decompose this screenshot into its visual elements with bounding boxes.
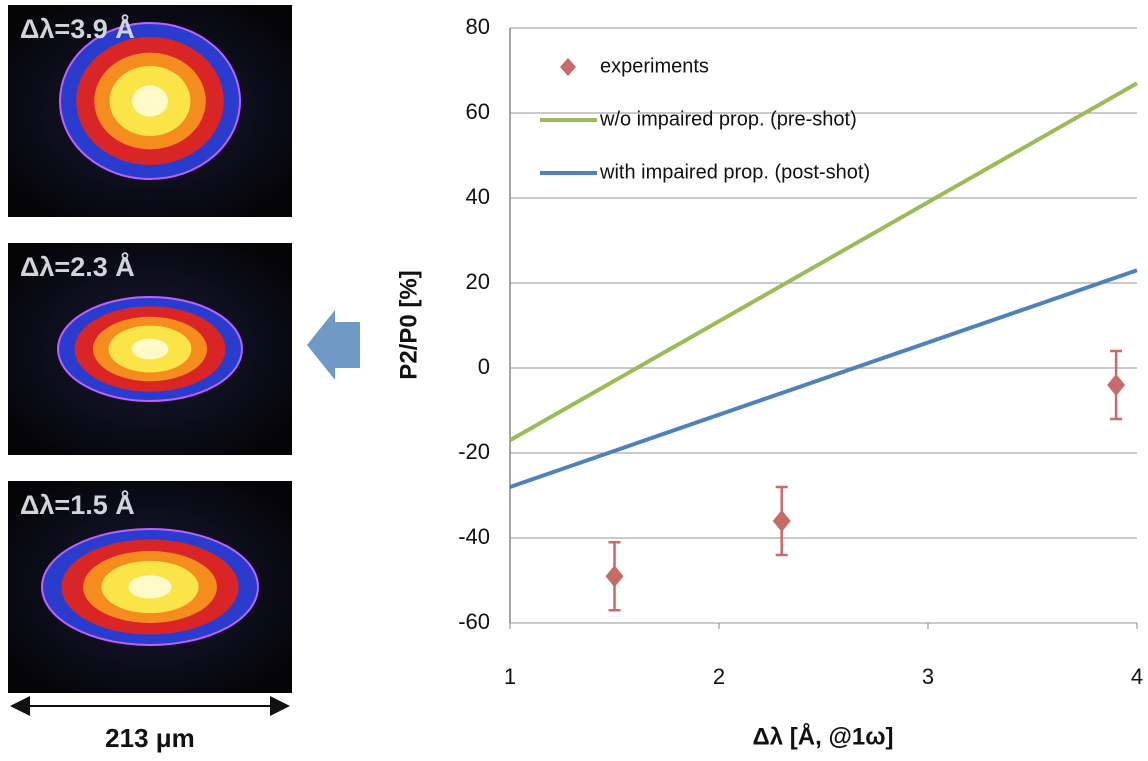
point <box>605 565 624 588</box>
spot <box>128 575 172 599</box>
x-tick-label: 3 <box>922 664 934 689</box>
y-tick-label: 80 <box>466 14 490 39</box>
panel-label: Δλ=2.3 Å <box>20 251 135 282</box>
spot <box>131 338 169 360</box>
legend-label: w/o impaired prop. (pre-shot) <box>599 108 857 130</box>
panel-label: Δλ=3.9 Å <box>20 13 135 44</box>
legend-label: with impaired prop. (post-shot) <box>599 161 870 183</box>
panel-label: Δλ=1.5 Å <box>20 489 135 520</box>
contour <box>57 296 243 402</box>
legend-marker <box>560 58 576 76</box>
x-tick-label: 4 <box>1131 664 1143 689</box>
y-tick-label: -40 <box>458 524 490 549</box>
y-tick-label: -20 <box>458 439 490 464</box>
scale-label: 213 μm <box>105 723 195 753</box>
contour <box>41 528 259 646</box>
y-tick-label: 0 <box>478 354 490 379</box>
line <box>509 268 1138 489</box>
point <box>1107 374 1126 396</box>
line <box>509 81 1138 442</box>
x-axis-title: Δλ [Å, @1ω] <box>753 722 894 750</box>
contour <box>59 22 241 180</box>
y-axis-title: P2/P0 [%] <box>395 270 422 379</box>
x-tick-label: 2 <box>713 664 725 689</box>
spot <box>132 85 168 117</box>
y-tick-label: 20 <box>466 269 490 294</box>
x-tick-label: 1 <box>504 664 516 689</box>
y-tick-label: 60 <box>466 99 490 124</box>
y-tick-label: 40 <box>466 184 490 209</box>
y-tick-label: -60 <box>458 609 490 634</box>
legend-label: experiments <box>600 55 709 77</box>
arrow <box>307 310 360 380</box>
point <box>772 510 791 532</box>
